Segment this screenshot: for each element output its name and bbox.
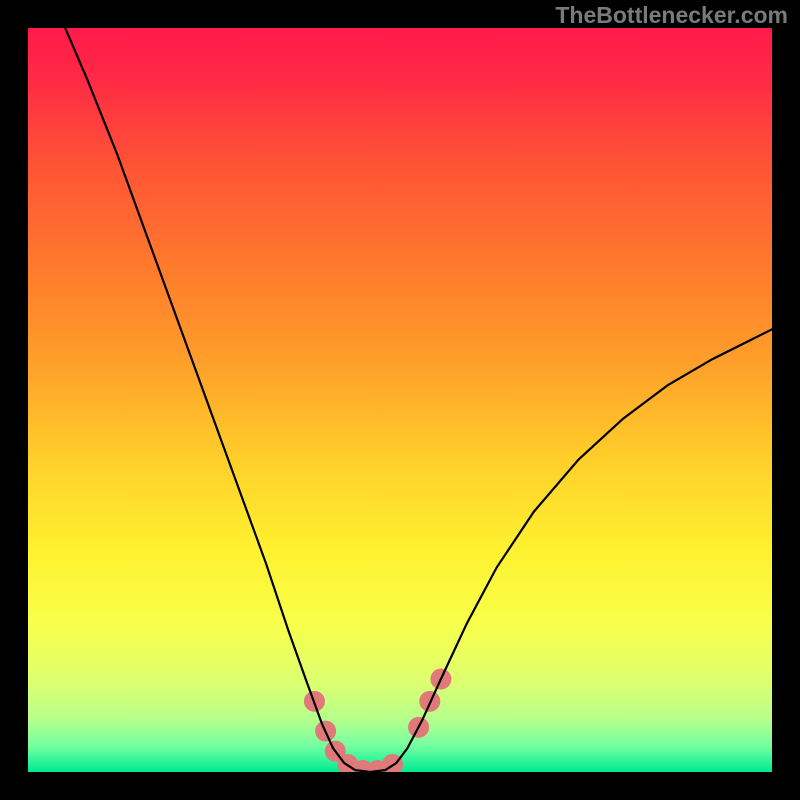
plot-svg bbox=[28, 28, 772, 772]
watermark-text: TheBottlenecker.com bbox=[555, 2, 788, 29]
gradient-background bbox=[28, 28, 772, 772]
chart-canvas: TheBottlenecker.com bbox=[0, 0, 800, 800]
plot-area bbox=[28, 28, 772, 772]
